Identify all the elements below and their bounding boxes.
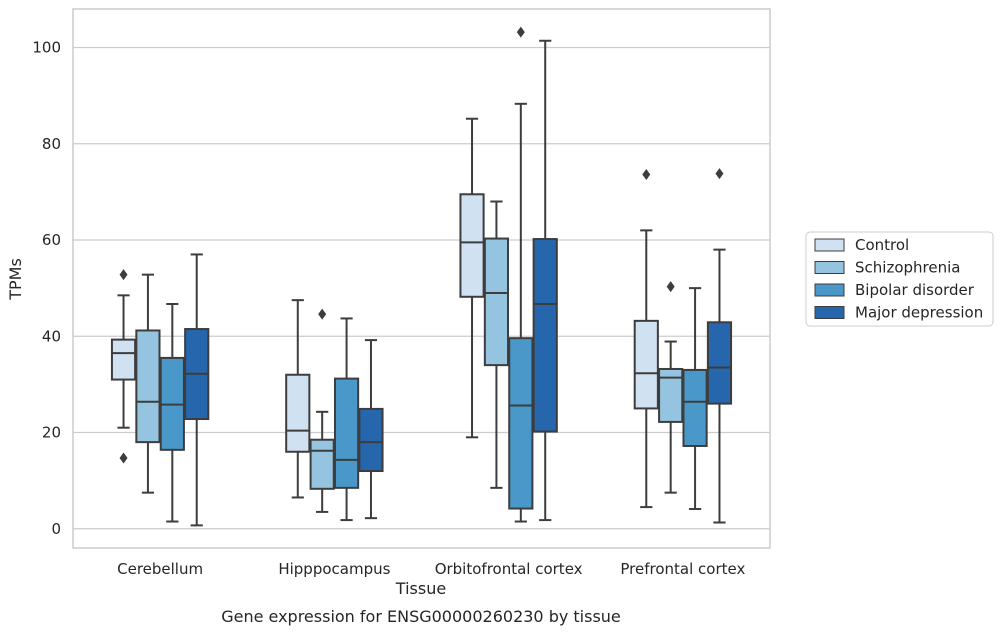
outlier-point	[119, 269, 128, 281]
outlier-point	[666, 281, 675, 293]
x-tick-label: Cerebellum	[117, 560, 203, 578]
box-iqr	[633, 319, 659, 410]
outlier-point	[119, 452, 128, 464]
legend-entry-label: Control	[855, 236, 909, 254]
legend-entry-label: Schizophrenia	[855, 259, 960, 277]
y-tick-label: 0	[51, 520, 61, 538]
chart-caption: Gene expression for ENSG00000260230 by t…	[221, 607, 621, 626]
y-tick-label: 80	[42, 135, 61, 153]
box-iqr	[706, 321, 733, 405]
box-plot-box	[285, 299, 311, 499]
legend: Control Schizophrenia Bipolar disorder Majo…	[805, 231, 994, 327]
box-plot-box	[532, 39, 558, 522]
gridlines	[73, 46, 770, 530]
outlier-point	[318, 308, 327, 320]
legend-entry-label: Bipolar disorder	[855, 281, 975, 299]
box-plot-box	[184, 253, 210, 527]
x-axis-label: Tissue	[395, 579, 446, 598]
legend-swatch	[814, 261, 845, 274]
box-iqr	[135, 329, 161, 444]
box-plot-box	[633, 169, 659, 509]
y-tick-label: 20	[42, 424, 61, 442]
legend-swatch	[814, 306, 845, 319]
box-iqr	[110, 338, 137, 381]
x-tick-label: Prefrontal cortex	[620, 560, 745, 578]
box-iqr	[532, 238, 558, 433]
box-plot-box	[658, 281, 684, 494]
y-tick-label: 40	[42, 327, 61, 345]
box-iqr	[285, 373, 311, 453]
y-tick-label: 100	[32, 39, 61, 57]
outlier-point	[516, 26, 525, 38]
box-plot-box	[333, 317, 360, 522]
box-plot-box	[110, 269, 137, 464]
x-tick-label: Hipppocampus	[278, 560, 390, 578]
series-major-depression	[184, 39, 733, 527]
box-iqr	[459, 193, 485, 298]
outlier-point	[715, 168, 724, 180]
plot-area-frame	[72, 8, 771, 549]
box-plot-box	[309, 308, 335, 513]
box-plot-box	[706, 168, 733, 524]
legend-swatch	[814, 238, 845, 252]
legend-frame	[805, 231, 994, 327]
y-axis-label: TPMs	[6, 258, 25, 301]
outlier-point	[642, 169, 651, 181]
box-plot-box	[459, 117, 485, 439]
legend-entry-label: Major depression	[855, 304, 983, 322]
box-plot-box	[483, 200, 510, 489]
y-tick-labels: 0 20 40 60 80 100	[32, 39, 61, 538]
legend-swatch	[814, 283, 845, 297]
box-iqr	[309, 438, 335, 490]
series-control	[110, 117, 659, 509]
box-plot-box	[135, 273, 161, 494]
box-iqr	[508, 337, 534, 510]
series-schizophrenia	[135, 200, 684, 513]
series-bipolar-disorder	[159, 26, 708, 523]
y-tick-label: 60	[42, 231, 61, 249]
box-plot-box	[508, 26, 534, 523]
box-iqr	[333, 377, 360, 489]
box-iqr	[483, 237, 510, 367]
box-plot-box	[358, 339, 384, 520]
box-plot-series	[110, 26, 733, 527]
box-iqr	[358, 407, 384, 473]
box-iqr	[682, 368, 708, 447]
box-plot-box	[682, 287, 708, 511]
box-plot-box	[159, 303, 185, 523]
box-iqr	[658, 367, 684, 423]
x-tick-labels: Cerebellum Hipppocampus Orbitofrontal cort…	[117, 560, 745, 578]
x-tick-label: Orbitofrontal cortex	[435, 560, 583, 578]
